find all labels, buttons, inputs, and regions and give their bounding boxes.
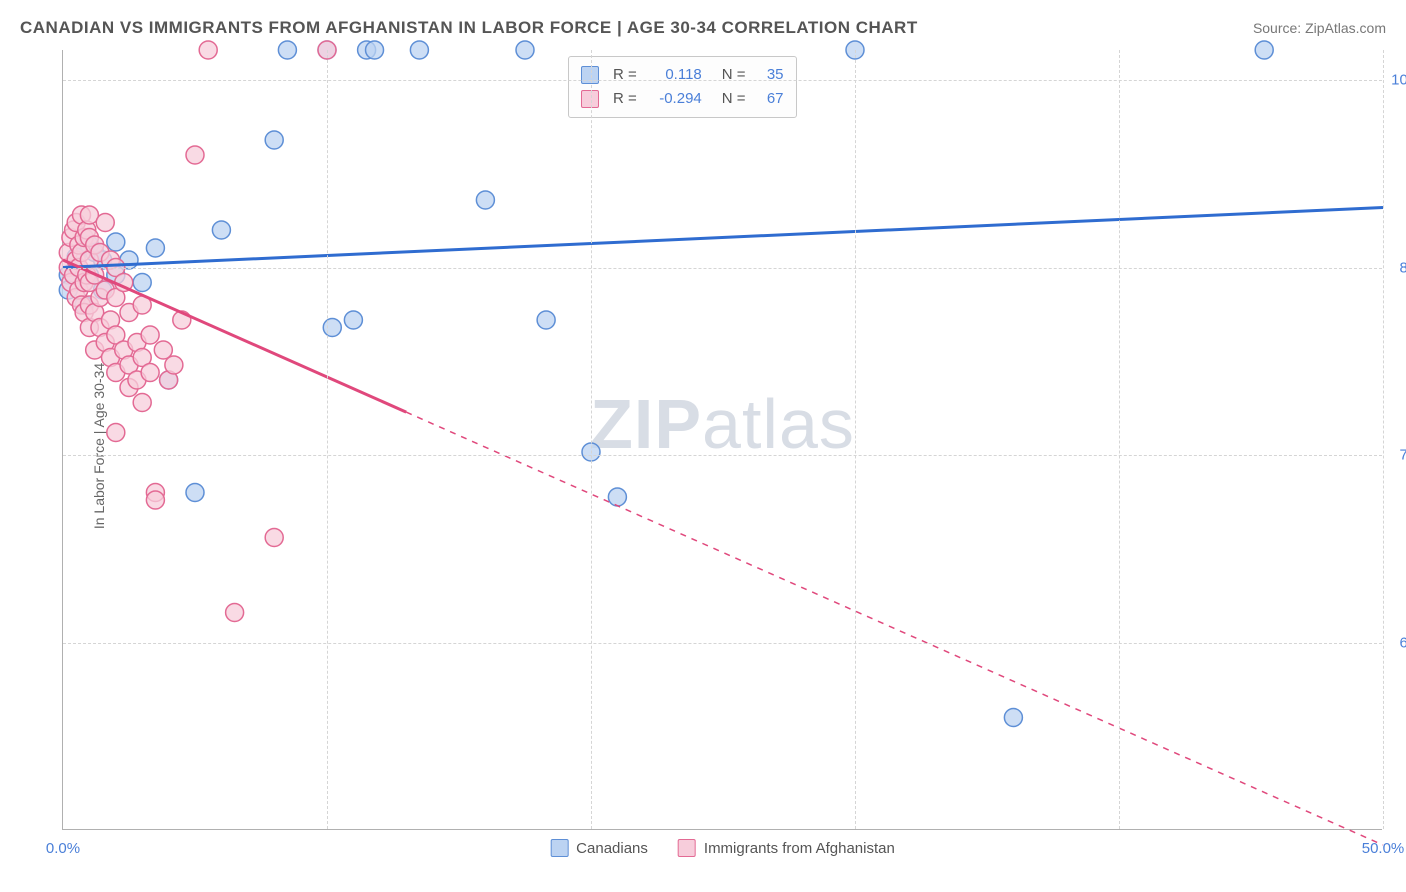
legend-item: Immigrants from Afghanistan xyxy=(678,839,895,857)
legend-swatch xyxy=(581,90,599,108)
legend-swatch xyxy=(581,66,599,84)
legend-row: R = -0.294 N = 67 xyxy=(581,87,784,111)
y-tick-label: 100.0% xyxy=(1387,72,1406,89)
data-point xyxy=(226,604,244,622)
legend-n-label: N = xyxy=(722,63,746,87)
legend-r-label: R = xyxy=(613,87,637,111)
legend-swatch xyxy=(678,839,696,857)
gridline-h xyxy=(63,80,1382,81)
scatter-chart: ZIPatlas R =0.118N =35R =-0.294N =67 Can… xyxy=(62,50,1382,830)
data-point xyxy=(96,214,114,232)
data-point xyxy=(165,356,183,374)
data-point xyxy=(107,424,125,442)
data-point xyxy=(344,311,362,329)
data-point xyxy=(265,131,283,149)
data-point xyxy=(141,326,159,344)
data-point xyxy=(146,491,164,509)
y-tick-label: 87.5% xyxy=(1387,259,1406,276)
data-point xyxy=(366,41,384,59)
gridline-h xyxy=(63,268,1382,269)
data-point xyxy=(1004,709,1022,727)
data-point xyxy=(410,41,428,59)
data-point xyxy=(107,233,125,251)
legend-item: Canadians xyxy=(550,839,648,857)
data-point xyxy=(608,488,626,506)
data-point xyxy=(516,41,534,59)
source-label: Source: ZipAtlas.com xyxy=(1253,20,1386,36)
data-point xyxy=(133,274,151,292)
gridline-h xyxy=(63,643,1382,644)
legend-series: Canadians Immigrants from Afghanistan xyxy=(550,839,895,857)
data-point xyxy=(133,394,151,412)
legend-n-label: N = xyxy=(722,87,746,111)
data-point xyxy=(323,319,341,337)
gridline-v xyxy=(1119,50,1120,829)
data-point xyxy=(537,311,555,329)
gridline-v xyxy=(855,50,856,829)
data-point xyxy=(186,146,204,164)
x-tick-label: 0.0% xyxy=(46,840,80,857)
gridline-v xyxy=(1383,50,1384,829)
legend-n-value: 35 xyxy=(756,63,784,87)
legend-correlation: R = 0.118 N = 35 R = -0.294 N = 67 xyxy=(568,56,797,118)
legend-r-value: 0.118 xyxy=(647,63,702,87)
y-tick-label: 62.5% xyxy=(1387,634,1406,651)
legend-r-value: -0.294 xyxy=(647,87,702,111)
legend-r-label: R = xyxy=(613,63,637,87)
regression-line-extrapolated xyxy=(406,412,1383,845)
plot-svg xyxy=(63,50,1382,829)
gridline-v xyxy=(591,50,592,829)
data-point xyxy=(199,41,217,59)
legend-label: Canadians xyxy=(576,840,648,857)
data-point xyxy=(1255,41,1273,59)
data-point xyxy=(265,529,283,547)
data-point xyxy=(141,364,159,382)
legend-row: R = 0.118 N = 35 xyxy=(581,63,784,87)
legend-swatch xyxy=(550,839,568,857)
legend-n-value: 67 xyxy=(756,87,784,111)
regression-line xyxy=(63,208,1383,268)
data-point xyxy=(186,484,204,502)
legend-label: Immigrants from Afghanistan xyxy=(704,840,895,857)
data-point xyxy=(278,41,296,59)
chart-title: CANADIAN VS IMMIGRANTS FROM AFGHANISTAN … xyxy=(20,18,918,38)
data-point xyxy=(212,221,230,239)
gridline-v xyxy=(327,50,328,829)
data-point xyxy=(476,191,494,209)
y-tick-label: 75.0% xyxy=(1387,447,1406,464)
data-point xyxy=(146,239,164,257)
gridline-h xyxy=(63,455,1382,456)
x-tick-label: 50.0% xyxy=(1362,840,1405,857)
